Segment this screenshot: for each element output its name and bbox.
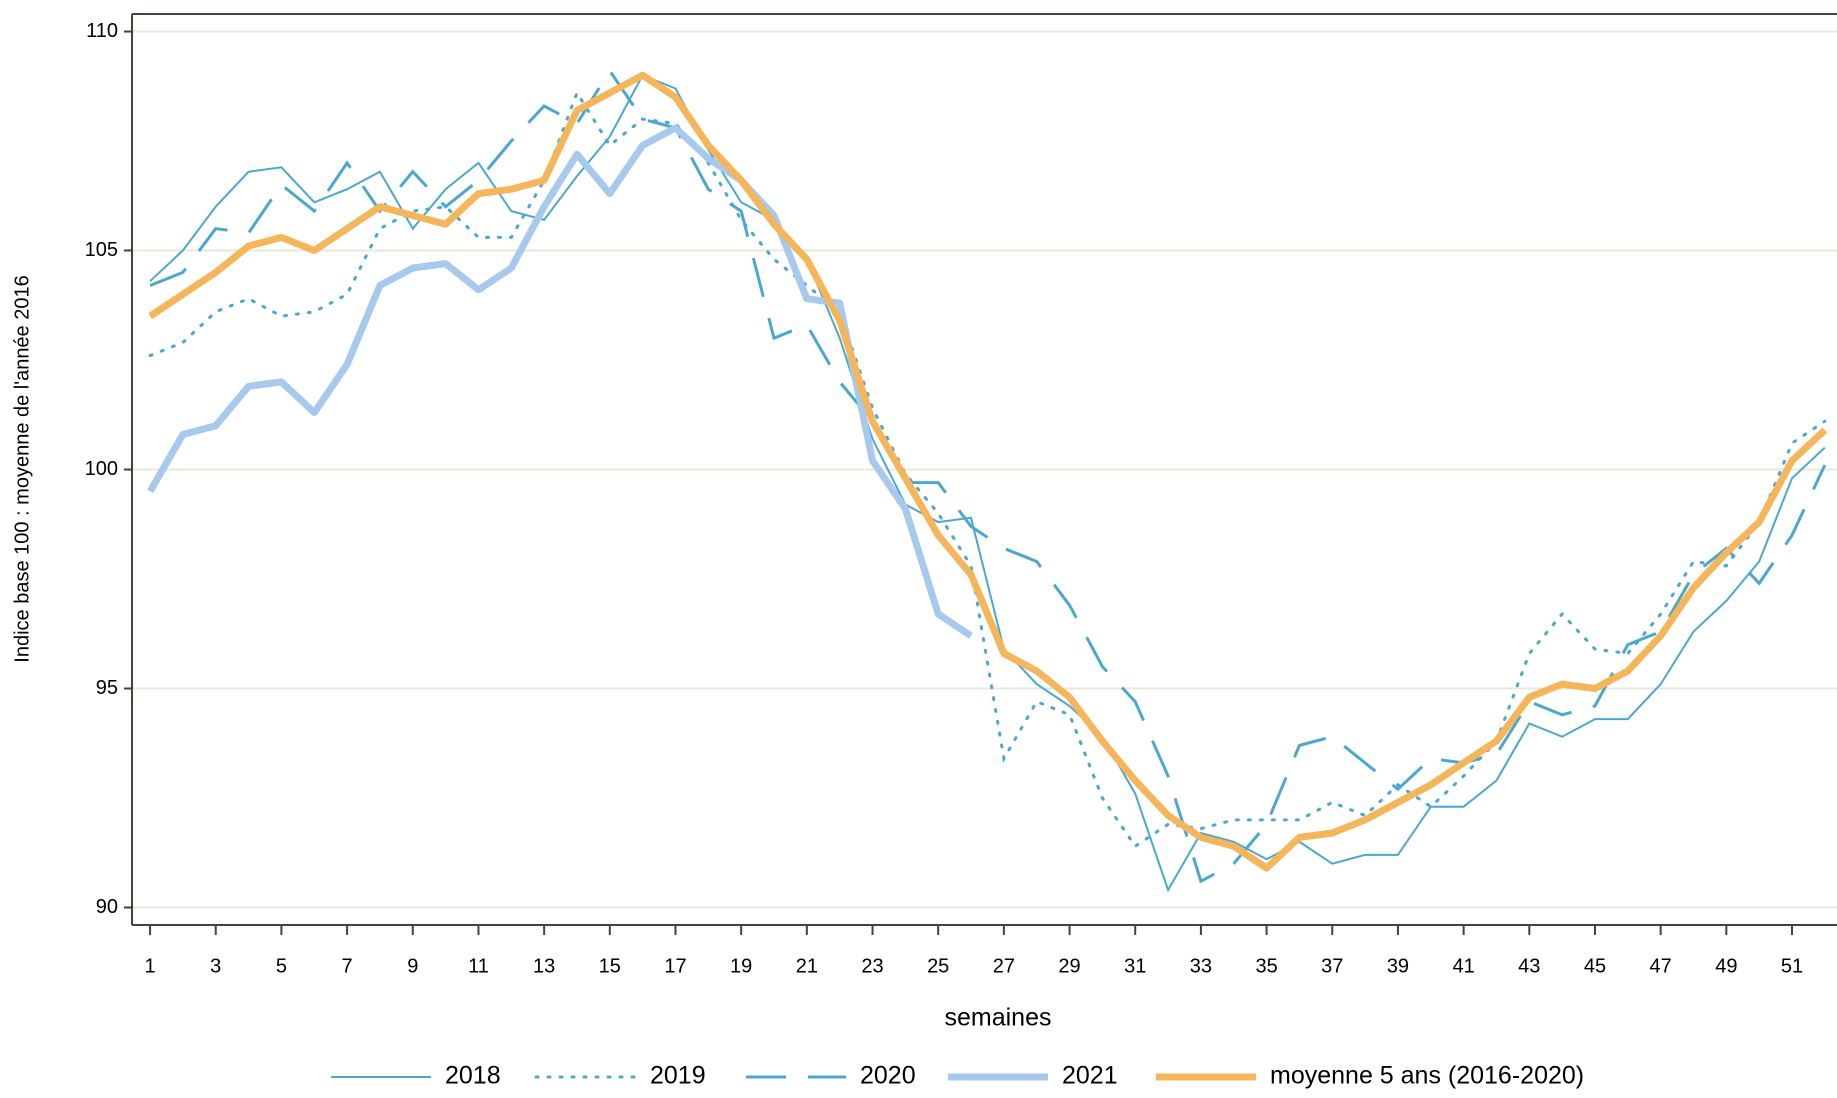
x-tick-label: 35 bbox=[1255, 955, 1277, 977]
y-tick-label: 105 bbox=[85, 239, 118, 261]
x-tick-label: 29 bbox=[1058, 955, 1080, 977]
x-tick-label: 13 bbox=[533, 955, 555, 977]
series-line bbox=[149, 68, 1827, 884]
legend-label: 2021 bbox=[1062, 1062, 1118, 1090]
x-tick-label: 51 bbox=[1781, 955, 1803, 977]
legend: 2018 2019 2020 2021 moyenne 5 ans (2016-2020… bbox=[331, 1062, 1584, 1090]
x-tick-label: 49 bbox=[1715, 955, 1737, 977]
x-axis-title: semaines bbox=[945, 1004, 1052, 1032]
x-tick-label: 3 bbox=[210, 955, 221, 977]
x-tick-label: 11 bbox=[468, 955, 489, 977]
x-tick-label: 39 bbox=[1387, 955, 1409, 977]
x-tick-label: 17 bbox=[664, 955, 686, 977]
y-tick-label: 95 bbox=[96, 677, 118, 699]
y-axis-title: Indice base 100 : moyenne de l'année 201… bbox=[11, 275, 33, 662]
grid bbox=[132, 30, 1837, 909]
x-tick-label: 9 bbox=[407, 955, 418, 977]
x-tick-label: 33 bbox=[1190, 955, 1212, 977]
x-tick-label: 19 bbox=[730, 955, 752, 977]
plot-area bbox=[147, 68, 1828, 893]
y-tick-label: 90 bbox=[96, 896, 118, 918]
x-tick-label: 47 bbox=[1650, 955, 1672, 977]
x-tick-label: 41 bbox=[1452, 955, 1474, 977]
legend-label: 2020 bbox=[860, 1062, 916, 1090]
x-tick-label: 43 bbox=[1518, 955, 1540, 977]
legend-label: 2019 bbox=[650, 1062, 706, 1090]
x-tick-label: 15 bbox=[599, 955, 621, 977]
x-tick-label: 31 bbox=[1124, 955, 1146, 977]
x-tick-label: 21 bbox=[796, 955, 818, 977]
y-tick-label: 100 bbox=[85, 458, 118, 480]
x-tick-label: 27 bbox=[993, 955, 1015, 977]
x-tick-label: 5 bbox=[276, 955, 287, 977]
x-tick-label: 7 bbox=[342, 955, 353, 977]
x-tick-label: 37 bbox=[1321, 955, 1343, 977]
legend-label: moyenne 5 ans (2016-2020) bbox=[1270, 1062, 1584, 1090]
series-line bbox=[148, 71, 1828, 872]
y-tick-label: 110 bbox=[86, 20, 118, 42]
series-line bbox=[147, 124, 973, 639]
legend-label: 2018 bbox=[445, 1062, 501, 1090]
x-tick-label: 23 bbox=[861, 955, 883, 977]
series-line bbox=[148, 89, 1827, 849]
x-tick-label: 1 bbox=[144, 955, 155, 977]
x-tick-label: 45 bbox=[1584, 955, 1606, 977]
x-tick-label: 25 bbox=[927, 955, 949, 977]
